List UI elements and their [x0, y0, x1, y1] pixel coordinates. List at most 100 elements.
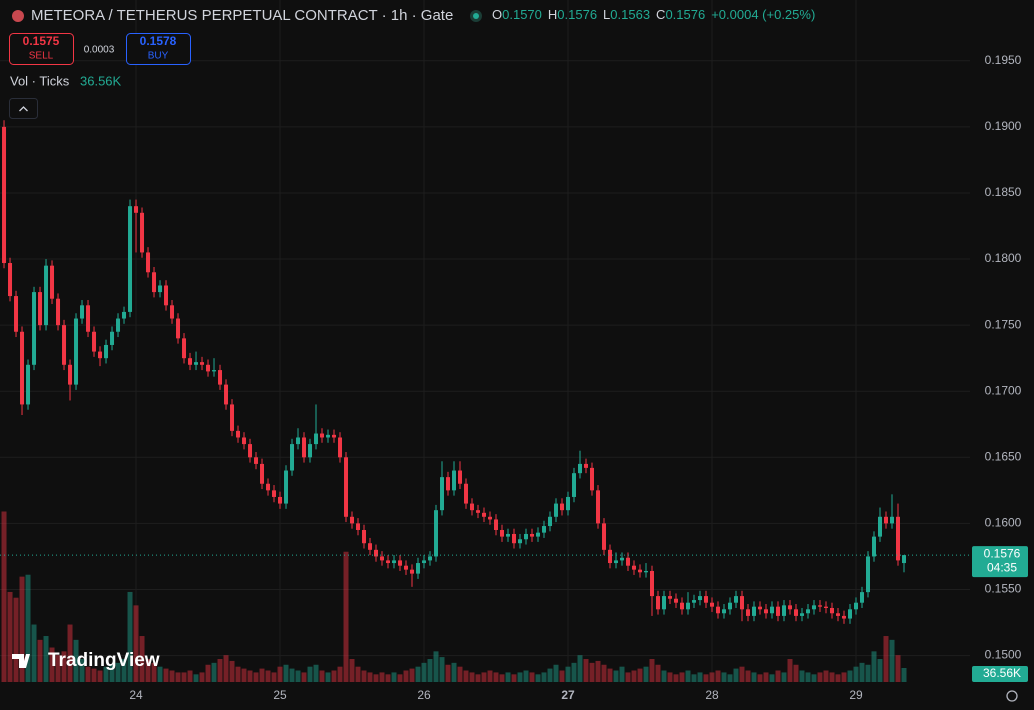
candle-body — [170, 305, 175, 319]
volume-bar — [457, 666, 463, 682]
volume-bar — [361, 670, 367, 682]
candle-body — [344, 457, 349, 517]
candle-body — [890, 516, 895, 524]
volume-bar — [649, 659, 655, 682]
candle-body — [566, 496, 571, 511]
volume-bar — [115, 662, 121, 682]
candle-body — [794, 609, 799, 616]
candle-body — [92, 331, 97, 352]
volume-bar — [25, 574, 31, 682]
volume-bar — [835, 674, 841, 682]
volume-bar — [595, 660, 601, 682]
status-dot — [473, 13, 479, 19]
candle-body — [140, 212, 145, 253]
volume-bar — [805, 672, 811, 682]
volume-bar — [217, 659, 223, 682]
collapse-button[interactable] — [9, 98, 38, 119]
volume-bar — [349, 659, 355, 682]
volume-bar — [313, 664, 319, 682]
candle-body — [152, 272, 157, 293]
candle-body — [350, 516, 355, 524]
volume-bar — [385, 674, 391, 682]
candle-body — [380, 556, 385, 561]
candle-body — [758, 606, 763, 610]
candle-body — [434, 510, 439, 557]
sell-button[interactable] — [9, 33, 74, 65]
candle-body — [494, 519, 499, 531]
volume-bar — [679, 672, 685, 682]
volume-bar — [577, 655, 583, 682]
candle-body — [80, 305, 85, 319]
axes: 0.1500 0.1550 0.1600 0.1650 0.1700 0.1750 0.18… — [0, 53, 1028, 702]
volume-bar — [157, 666, 163, 682]
volume-bar — [487, 670, 493, 682]
y-tick-label: 0.1600 — [985, 516, 1022, 530]
candle-body — [200, 362, 205, 365]
volume-bar — [427, 659, 433, 682]
candle-body — [320, 433, 325, 438]
volume-bar — [103, 666, 109, 682]
y-tick-label: 0.1750 — [985, 317, 1022, 331]
candle-body — [776, 606, 781, 616]
y-tick-label: 0.1950 — [985, 53, 1022, 67]
candle-body — [782, 605, 787, 616]
candle-body — [206, 364, 211, 372]
volume-bar — [631, 670, 637, 682]
volume-bar — [625, 672, 631, 682]
x-tick-label: 27 — [561, 688, 575, 702]
volume-bar — [289, 668, 295, 682]
candle-body — [212, 370, 217, 372]
volume-bar — [43, 636, 49, 682]
candle-body — [428, 556, 433, 561]
candle-body — [20, 331, 25, 405]
volume-bar — [205, 664, 211, 682]
candle-body — [680, 602, 685, 610]
candle-body — [728, 602, 733, 610]
settings-icon[interactable] — [1006, 690, 1018, 702]
volume-pane — [1, 511, 907, 682]
candle-body — [356, 523, 361, 531]
candle-body — [74, 318, 79, 385]
candle-body — [410, 569, 415, 574]
volume-bar — [493, 672, 499, 682]
candle-body — [812, 605, 817, 610]
volume-bar — [37, 639, 43, 682]
candle-body — [158, 285, 163, 293]
last-volume-label: 36.56K — [983, 666, 1021, 680]
chart-title: METEORA / TETHERUS PERPETUAL CONTRACT · … — [31, 7, 453, 24]
volume-bar — [517, 672, 523, 682]
candle-body — [716, 606, 721, 614]
volume-bar — [565, 666, 571, 682]
candle-body — [572, 473, 577, 497]
volume-bar — [655, 664, 661, 682]
volume-bar — [193, 674, 199, 682]
candle-body — [638, 569, 643, 573]
candle-body — [236, 430, 241, 438]
volume-bar — [583, 659, 589, 682]
candle-body — [536, 532, 541, 537]
candle-body — [632, 565, 637, 570]
volume-bar — [7, 591, 13, 682]
candle-body — [590, 467, 595, 491]
candle-body — [548, 516, 553, 527]
candle-body — [560, 503, 565, 511]
candle-body — [314, 433, 319, 445]
volume-bar — [181, 672, 187, 682]
volume-bar — [187, 670, 193, 682]
volume-bar — [619, 666, 625, 682]
volume-bar — [355, 666, 361, 682]
candle-body — [68, 364, 73, 385]
volume-bar — [421, 662, 427, 682]
volume-bar — [91, 668, 97, 682]
candle-body — [254, 457, 259, 464]
volume-bar — [277, 666, 283, 682]
candle-body — [854, 602, 859, 610]
candle-body — [176, 318, 181, 339]
buy-button[interactable] — [126, 33, 191, 65]
y-tick-label: 0.1500 — [985, 648, 1022, 662]
watermark: TradingView — [48, 650, 160, 671]
volume-bar — [331, 670, 337, 682]
candle-body — [260, 463, 265, 484]
volume-bar — [403, 670, 409, 682]
